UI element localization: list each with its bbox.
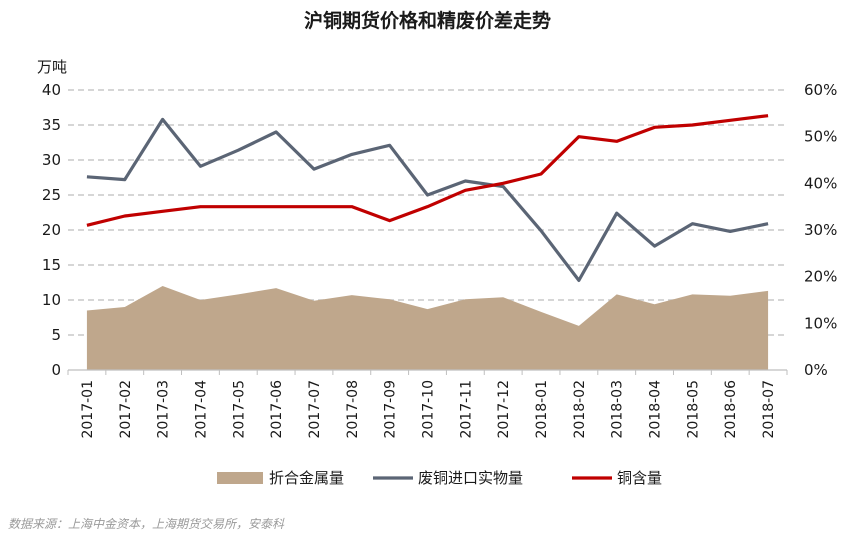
- y-axis-right-tick-label: 20%: [804, 268, 837, 286]
- x-axis-tick-label: 2017-07: [307, 380, 323, 439]
- line-series-path: [86, 117, 769, 282]
- x-axis-tick-label: 2017-11: [458, 380, 474, 439]
- x-axis-tick-label: 2018-06: [723, 380, 739, 439]
- y-axis-left-label: 万吨: [37, 58, 67, 76]
- y-axis-right-tick-label: 30%: [804, 221, 837, 239]
- x-axis-tick-label: 2017-10: [421, 380, 437, 439]
- y-axis-left-tick-label: 30: [42, 151, 61, 169]
- x-axis-tick-label: 2018-01: [534, 380, 550, 439]
- y-axis-right-ticks: 0% 10% 20% 30% 40% 50% 60%: [804, 81, 837, 379]
- x-axis-tick-label: 2018-02: [572, 380, 588, 439]
- x-axis-tick-label: 2018-04: [648, 380, 664, 439]
- y-axis-left-tick-label: 5: [51, 326, 61, 344]
- y-axis-right-tick-label: 50%: [804, 128, 837, 146]
- y-axis-left-tick-label: 0: [51, 361, 61, 379]
- line-series-path: [86, 114, 769, 227]
- x-axis-tick-label: 2017-02: [118, 380, 134, 439]
- area-series: [86, 286, 769, 370]
- x-axis-tick-label: 2017-03: [156, 380, 172, 439]
- y-axis-left-tick-label: 25: [42, 186, 61, 204]
- area-series-path: [86, 286, 769, 370]
- source-note: 数据来源：上海中金资本，上海期货交易所，安泰科: [8, 517, 285, 531]
- y-axis-left-ticks: 0 5 10 15 20 25 30 35 40: [42, 81, 61, 379]
- legend-label: 废铜进口实物量: [418, 469, 523, 487]
- x-axis-ticks: 2017-01 2017-02 2017-03 2017-04 2017-05 2017-…: [80, 380, 777, 439]
- axes: [67, 369, 788, 375]
- y-axis-left-tick-label: 35: [42, 116, 61, 134]
- line-series: [86, 114, 769, 282]
- x-axis-tick-label: 2017-09: [383, 380, 399, 439]
- legend-label: 折合金属量: [269, 469, 344, 487]
- x-axis-tick-label: 2017-08: [345, 380, 361, 439]
- y-axis-right-tick-label: 10%: [804, 314, 837, 332]
- y-axis-left-tick-label: 15: [42, 256, 61, 274]
- x-axis-tick-label: 2017-06: [269, 380, 285, 439]
- x-axis-tick-label: 2017-04: [193, 380, 209, 439]
- y-axis-right-tick-label: 0%: [804, 361, 828, 379]
- x-axis-tick-label: 2017-05: [231, 380, 247, 439]
- legend: 折合金属量 废铜进口实物量 铜含量: [217, 469, 662, 487]
- x-axis-tick-label: 2018-03: [610, 380, 626, 439]
- y-axis-left-tick-label: 20: [42, 221, 61, 239]
- chart-title: 沪铜期货价格和精废价差走势: [303, 10, 551, 32]
- y-axis-left-tick-label: 10: [42, 291, 61, 309]
- y-axis-right-tick-label: 40%: [804, 174, 837, 192]
- y-axis-right-tick-label: 60%: [804, 81, 837, 99]
- x-axis-tick-label: 2017-12: [496, 380, 512, 439]
- x-axis-tick-label: 2018-05: [685, 380, 701, 439]
- legend-swatch: [217, 472, 263, 484]
- legend-label: 铜含量: [617, 469, 662, 487]
- x-axis-tick-label: 2017-01: [80, 380, 96, 439]
- x-axis-tick-label: 2018-07: [761, 380, 777, 439]
- y-axis-left-tick-label: 40: [42, 81, 61, 99]
